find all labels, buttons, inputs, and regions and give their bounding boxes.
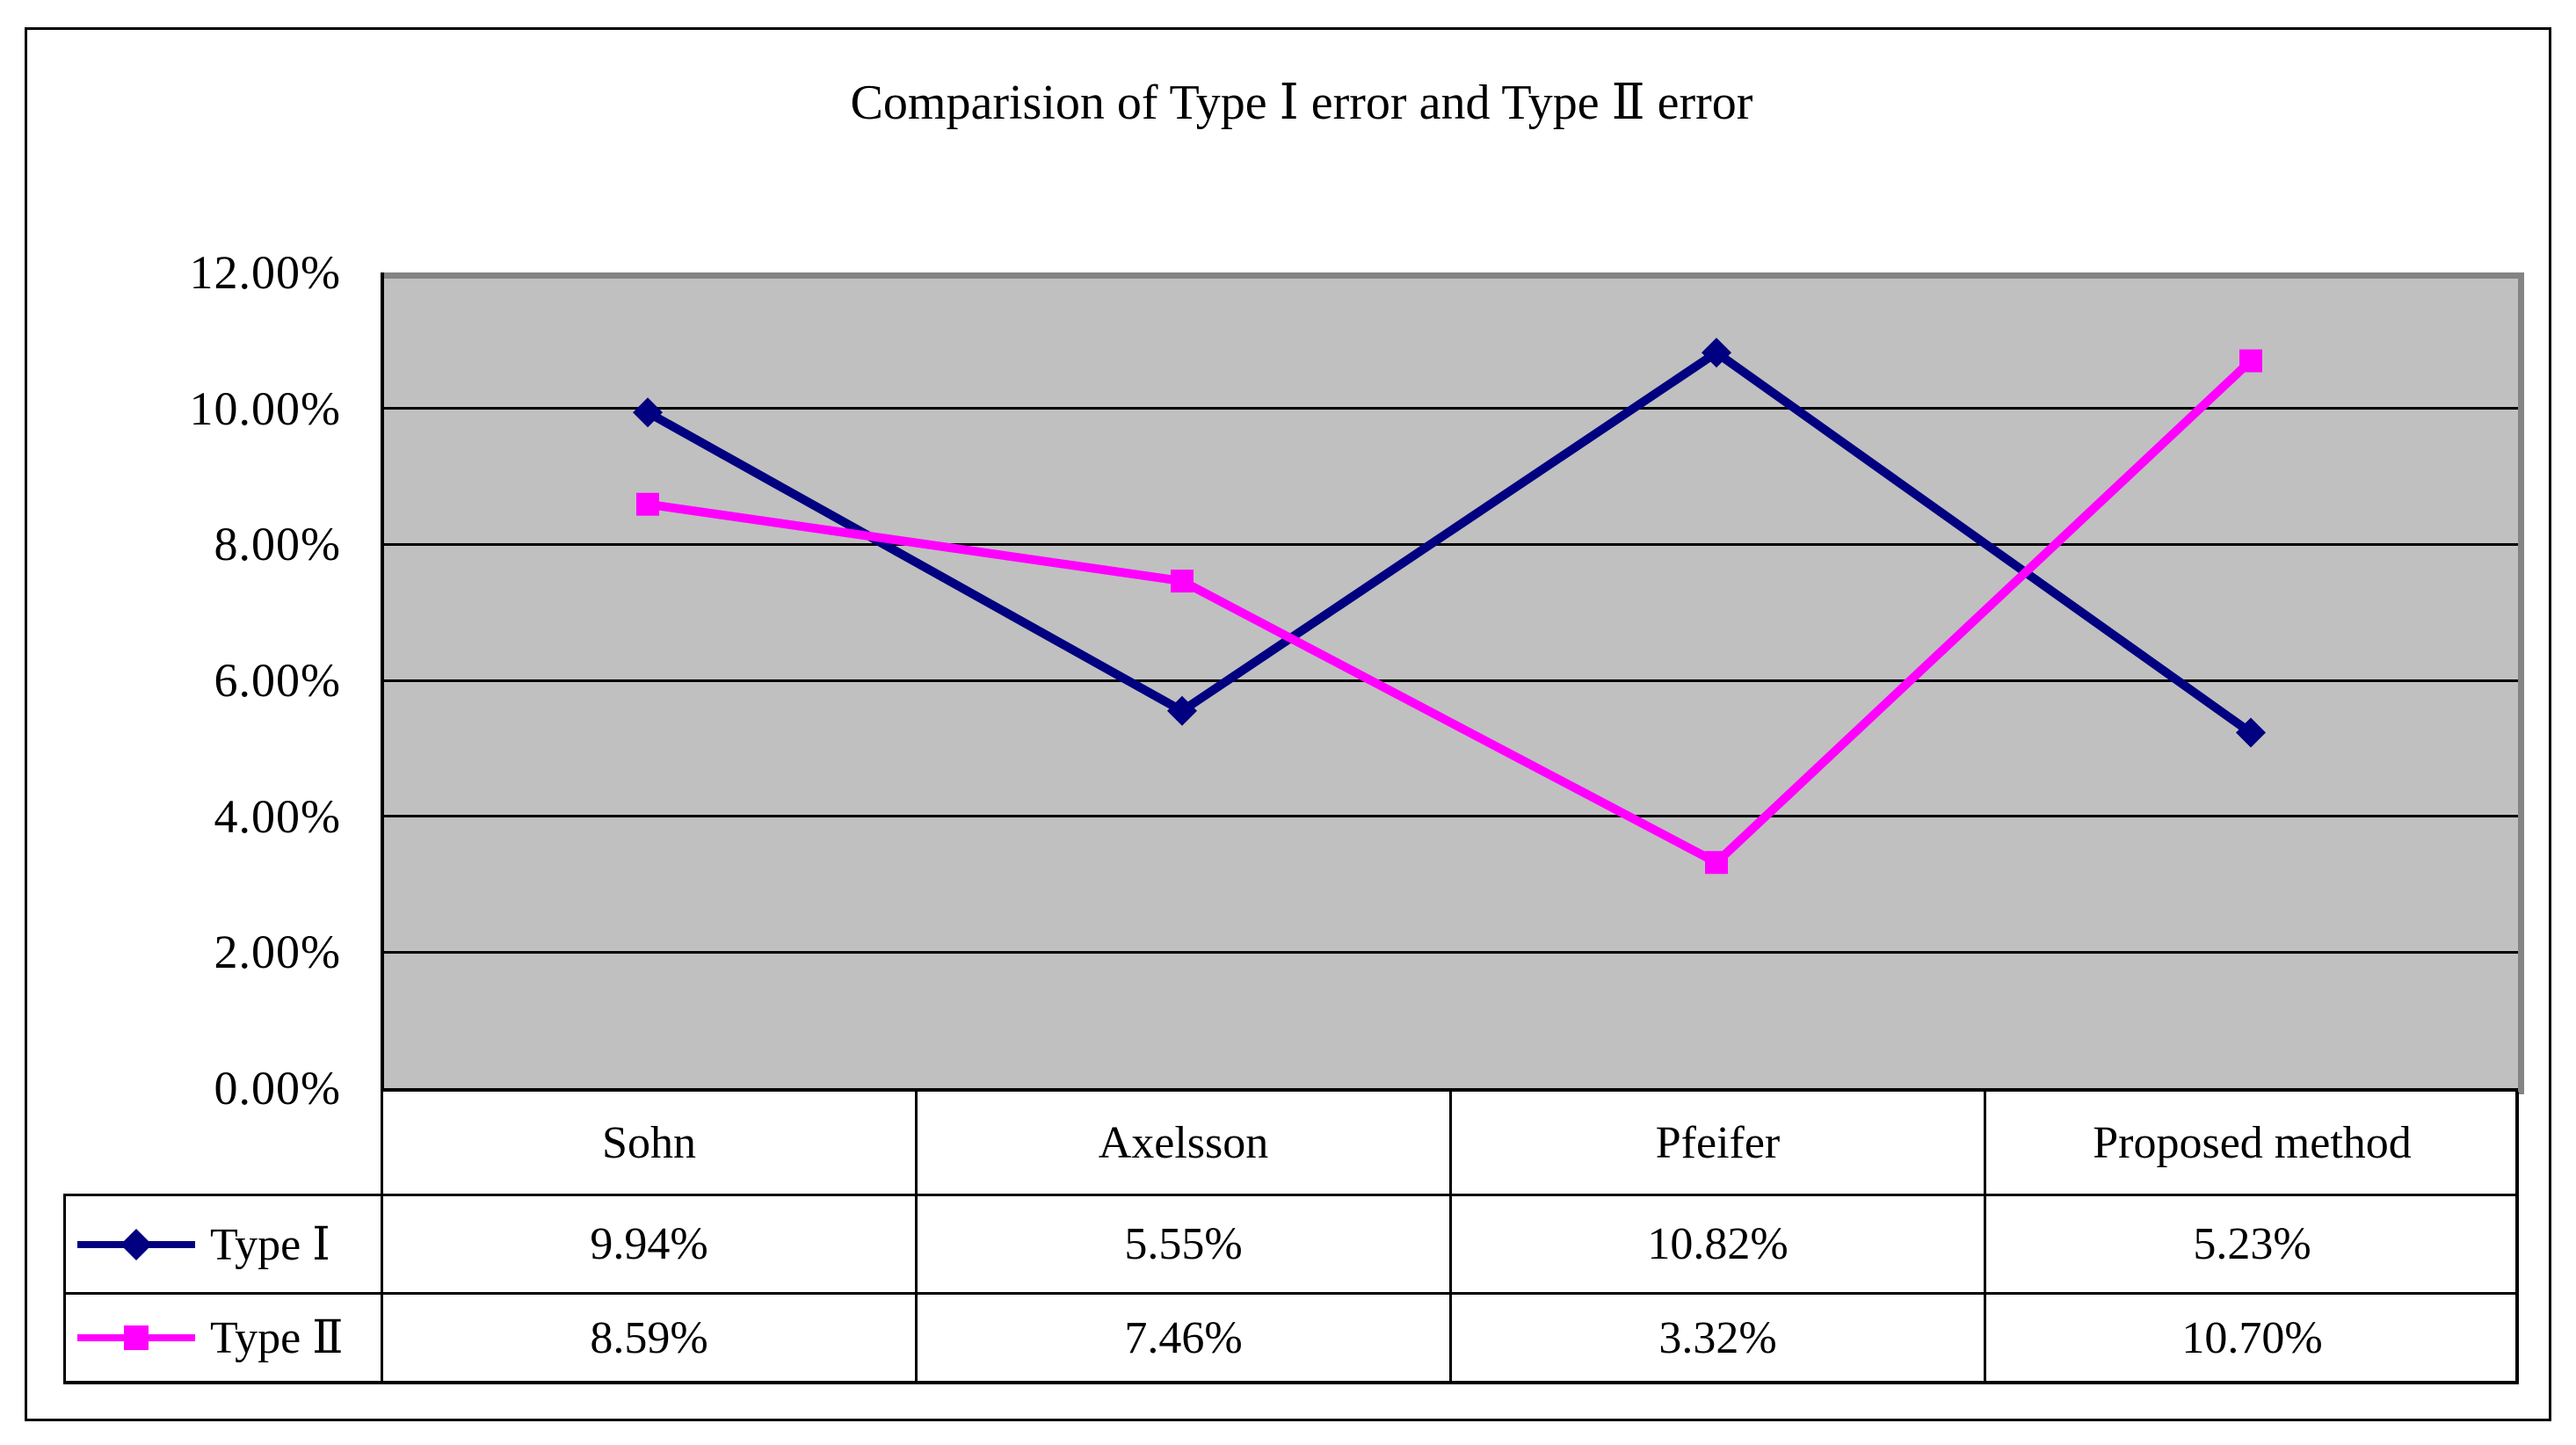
square-marker bbox=[1705, 851, 1728, 875]
legend-item-type2: Type Ⅱ bbox=[66, 1295, 381, 1381]
table-header-proposed-method: Proposed method bbox=[2093, 1117, 2412, 1168]
chart-title: Comparision of Type Ⅰ error and Type Ⅱ e… bbox=[850, 76, 1753, 130]
legend-item-type1: Type Ⅰ bbox=[66, 1196, 381, 1292]
diamond-marker bbox=[1702, 338, 1731, 368]
series-line-1 bbox=[645, 347, 2253, 737]
table-value-type1-sohn: 9.94% bbox=[590, 1219, 708, 1269]
legend-marker-type2 bbox=[77, 1325, 195, 1350]
series-plot bbox=[633, 338, 2266, 875]
plot-border-right bbox=[2518, 272, 2524, 1094]
figure-border bbox=[25, 27, 2551, 1421]
y-axis-tick-label: 4.00% bbox=[214, 790, 341, 843]
table-grid-line bbox=[63, 1292, 2519, 1295]
table-grid-line bbox=[63, 1194, 2519, 1196]
square-marker bbox=[636, 492, 659, 516]
gridline bbox=[381, 679, 2518, 682]
y-axis-tick-label: 12.00% bbox=[189, 246, 341, 299]
legend-label-type1: Type Ⅰ bbox=[210, 1219, 330, 1270]
table-grid-line bbox=[381, 1092, 383, 1384]
table-grid-line bbox=[915, 1092, 918, 1384]
series-line-2 bbox=[647, 357, 2254, 868]
y-axis-tick-label: 6.00% bbox=[214, 654, 341, 707]
table-grid-line bbox=[1984, 1092, 1986, 1384]
x-axis-line bbox=[381, 1088, 2518, 1092]
gridline bbox=[381, 542, 2518, 546]
table-header-sohn: Sohn bbox=[602, 1117, 696, 1168]
gridline bbox=[381, 407, 2518, 410]
legend-marker-type1 bbox=[77, 1228, 195, 1260]
legend-diamond-icon bbox=[120, 1228, 152, 1260]
table-value-type2-proposed: 10.70% bbox=[2181, 1312, 2323, 1363]
gridline bbox=[381, 950, 2518, 954]
gridline bbox=[381, 815, 2518, 818]
table-grid-line bbox=[63, 1194, 66, 1384]
diamond-marker bbox=[633, 397, 663, 428]
diamond-marker bbox=[1167, 695, 1197, 726]
table-grid-line bbox=[63, 1381, 2519, 1384]
y-axis-tick-label: 2.00% bbox=[214, 926, 341, 978]
table-header-pfeifer: Pfeifer bbox=[1655, 1117, 1781, 1168]
table-header-axelsson: Axelsson bbox=[1098, 1117, 1269, 1168]
y-axis-tick-label: 8.00% bbox=[214, 518, 341, 570]
table-grid-line bbox=[2515, 1092, 2519, 1384]
diamond-marker bbox=[2236, 717, 2266, 748]
plot-area bbox=[381, 272, 2518, 1088]
square-marker bbox=[1171, 570, 1194, 593]
table-value-type2-axelsson: 7.46% bbox=[1124, 1312, 1243, 1363]
legend-square-icon bbox=[124, 1325, 149, 1350]
legend-label-type2: Type Ⅱ bbox=[210, 1313, 344, 1363]
plot-border-top bbox=[381, 272, 2524, 279]
table-value-type1-pfeifer: 10.82% bbox=[1647, 1219, 1789, 1269]
table-value-type2-sohn: 8.59% bbox=[590, 1312, 708, 1363]
table-value-type2-pfeifer: 3.32% bbox=[1658, 1312, 1777, 1363]
table-grid-line bbox=[1449, 1092, 1452, 1384]
table-value-type1-proposed: 5.23% bbox=[2193, 1219, 2311, 1269]
y-axis-line bbox=[381, 272, 384, 1092]
square-marker bbox=[2239, 349, 2262, 373]
y-axis-tick-label: 10.00% bbox=[189, 382, 341, 435]
table-value-type1-axelsson: 5.55% bbox=[1124, 1219, 1243, 1269]
y-axis-tick-label: 0.00% bbox=[214, 1062, 341, 1115]
